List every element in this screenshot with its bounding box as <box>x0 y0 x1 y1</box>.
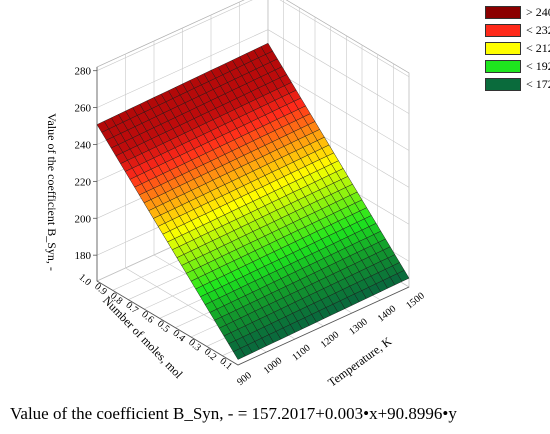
legend-swatch <box>485 42 521 55</box>
x-tick-label: 1200 <box>319 330 342 351</box>
x-tick-label: 900 <box>235 370 254 388</box>
regression-equation: Value of the coefficient B_Syn, - = 157.… <box>10 404 457 423</box>
surface-cell <box>232 348 246 360</box>
legend-swatch <box>485 6 521 19</box>
z-tick-label: 240 <box>75 139 92 151</box>
legend-item: < 232 <box>485 22 550 39</box>
x-tick-label: 1500 <box>404 291 427 312</box>
x-tick-label: 1100 <box>290 343 312 364</box>
floor-edge <box>96 280 410 366</box>
legend-label: < 172 <box>526 77 550 91</box>
legend-label: < 232 <box>526 23 550 37</box>
legend-swatch <box>485 60 521 73</box>
z-tick-label: 260 <box>75 103 92 115</box>
surface-mesh <box>96 42 410 360</box>
legend-label: > 240 <box>526 5 550 19</box>
z-tick-label: 180 <box>75 250 92 262</box>
z-tick-label: 220 <box>75 176 92 188</box>
legend-item: > 240 <box>485 4 550 21</box>
legend-swatch <box>485 78 521 91</box>
legend-label: < 192 <box>526 59 550 73</box>
legend-item: < 172 <box>485 76 550 93</box>
x-tick-label: 1400 <box>376 304 399 325</box>
legend: > 240 < 232 < 212 < 192 < 172 <box>485 4 550 94</box>
x-tick-label: 1000 <box>262 356 285 377</box>
x-tick-label: 1300 <box>347 317 370 338</box>
legend-swatch <box>485 24 521 37</box>
y-tick-label: 1.0 <box>76 272 93 288</box>
z-axis-title: Value of the coefficient B_Syn, - <box>45 113 59 271</box>
legend-item: < 192 <box>485 58 550 75</box>
plot-frame <box>96 67 410 366</box>
z-tick-label: 200 <box>75 213 92 225</box>
z-tick-label: 280 <box>75 66 92 78</box>
legend-label: < 212 <box>526 41 550 55</box>
legend-item: < 212 <box>485 40 550 57</box>
